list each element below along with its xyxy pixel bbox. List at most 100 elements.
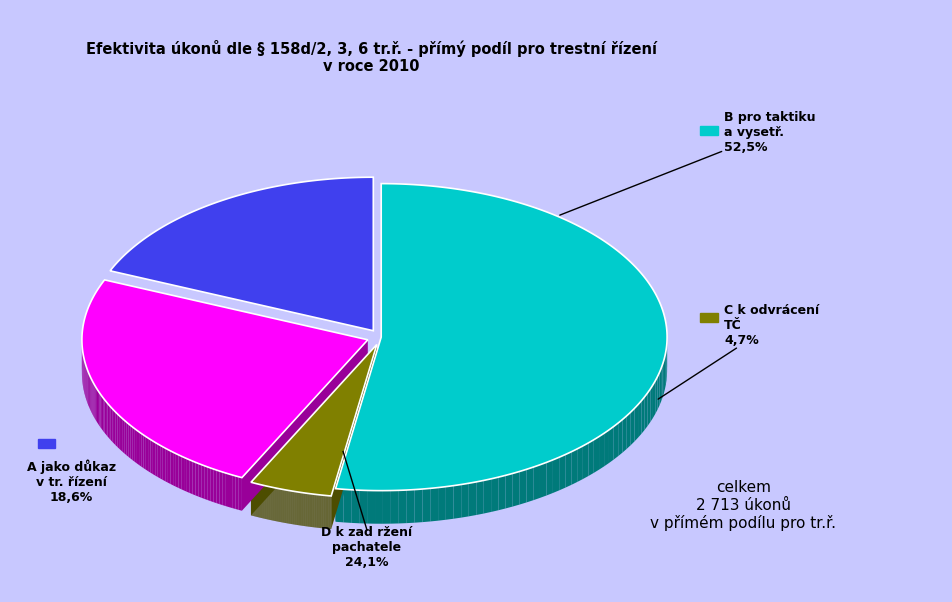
Polygon shape [335, 337, 381, 522]
Text: celkem
2 713 úkonů
v přímém podílu pro tr.ř.: celkem 2 713 úkonů v přímém podílu pro t… [649, 480, 836, 531]
Polygon shape [134, 429, 137, 464]
Polygon shape [613, 423, 618, 459]
Polygon shape [662, 360, 664, 397]
Polygon shape [622, 416, 626, 453]
Polygon shape [583, 443, 587, 479]
Polygon shape [659, 368, 661, 406]
Polygon shape [93, 383, 94, 418]
Polygon shape [146, 436, 148, 471]
Polygon shape [634, 405, 638, 441]
Polygon shape [141, 433, 144, 468]
Polygon shape [652, 381, 655, 418]
Polygon shape [559, 455, 565, 491]
Text: B pro taktiku
a vysetř.
52,5%: B pro taktiku a vysetř. 52,5% [559, 111, 815, 215]
Polygon shape [533, 465, 540, 500]
Polygon shape [158, 444, 160, 479]
Polygon shape [204, 466, 208, 500]
Polygon shape [226, 473, 228, 507]
Polygon shape [375, 491, 383, 524]
Polygon shape [593, 436, 599, 473]
Text: D k zad ržení
pachatele
24,1%: D k zad ržení pachatele 24,1% [321, 526, 412, 569]
Polygon shape [519, 470, 526, 504]
Polygon shape [168, 450, 170, 484]
Polygon shape [105, 400, 106, 435]
Polygon shape [184, 458, 187, 492]
Polygon shape [106, 402, 108, 436]
Polygon shape [201, 465, 204, 499]
Polygon shape [414, 489, 422, 523]
Polygon shape [98, 391, 99, 426]
Polygon shape [108, 403, 109, 438]
Polygon shape [644, 393, 647, 430]
Polygon shape [99, 393, 101, 427]
Polygon shape [132, 427, 134, 462]
Polygon shape [577, 446, 583, 482]
Polygon shape [101, 394, 102, 429]
Polygon shape [367, 491, 375, 524]
Polygon shape [127, 422, 129, 457]
Polygon shape [112, 409, 114, 444]
Polygon shape [526, 467, 533, 503]
Polygon shape [150, 439, 152, 474]
Polygon shape [351, 490, 359, 523]
Polygon shape [121, 417, 123, 452]
Polygon shape [155, 442, 158, 477]
Polygon shape [422, 488, 430, 522]
Polygon shape [235, 476, 238, 510]
Polygon shape [626, 412, 630, 449]
Polygon shape [571, 449, 577, 485]
Polygon shape [498, 476, 506, 510]
Polygon shape [438, 486, 446, 521]
Polygon shape [210, 468, 213, 502]
Polygon shape [192, 461, 195, 495]
Polygon shape [92, 381, 93, 417]
Polygon shape [647, 389, 649, 426]
Polygon shape [139, 432, 141, 467]
Polygon shape [117, 414, 119, 448]
Polygon shape [148, 438, 150, 473]
Polygon shape [649, 385, 652, 422]
Polygon shape [219, 471, 223, 505]
Bar [700, 126, 717, 135]
Polygon shape [604, 430, 608, 467]
Polygon shape [144, 435, 146, 470]
Polygon shape [110, 177, 373, 330]
Polygon shape [383, 491, 390, 524]
Polygon shape [119, 415, 121, 450]
Polygon shape [390, 491, 398, 524]
Polygon shape [335, 489, 343, 523]
Polygon shape [178, 455, 181, 489]
Polygon shape [109, 405, 110, 440]
Polygon shape [115, 412, 117, 447]
Polygon shape [359, 490, 367, 524]
Polygon shape [195, 462, 198, 497]
Text: Efektivita úkonů dle § 158d/2, 3, 6 tr.ř. - přímý podíl pro trestní řízení
v roc: Efektivita úkonů dle § 158d/2, 3, 6 tr.ř… [86, 40, 657, 75]
Polygon shape [655, 377, 657, 414]
Polygon shape [223, 472, 226, 506]
Polygon shape [250, 344, 376, 496]
Polygon shape [461, 483, 468, 518]
Polygon shape [94, 385, 95, 420]
Polygon shape [446, 486, 453, 520]
Polygon shape [181, 456, 184, 491]
Polygon shape [102, 396, 103, 431]
Polygon shape [129, 424, 130, 459]
Polygon shape [587, 439, 593, 476]
Polygon shape [163, 447, 165, 481]
Polygon shape [187, 459, 189, 493]
Text: C k odvrácení
TČ
4,7%: C k odvrácení TČ 4,7% [658, 303, 819, 399]
Polygon shape [130, 426, 132, 461]
Polygon shape [398, 490, 407, 524]
Polygon shape [232, 475, 235, 509]
Polygon shape [608, 426, 613, 463]
Polygon shape [175, 453, 178, 488]
Text: A jako důkaz
v tr. řízení
18,6%: A jako důkaz v tr. řízení 18,6% [27, 459, 116, 504]
Polygon shape [335, 184, 666, 491]
Polygon shape [641, 397, 644, 434]
Polygon shape [110, 407, 112, 442]
Polygon shape [430, 488, 438, 521]
Polygon shape [198, 464, 201, 498]
Polygon shape [213, 469, 216, 503]
Polygon shape [170, 451, 173, 485]
Polygon shape [165, 448, 168, 483]
